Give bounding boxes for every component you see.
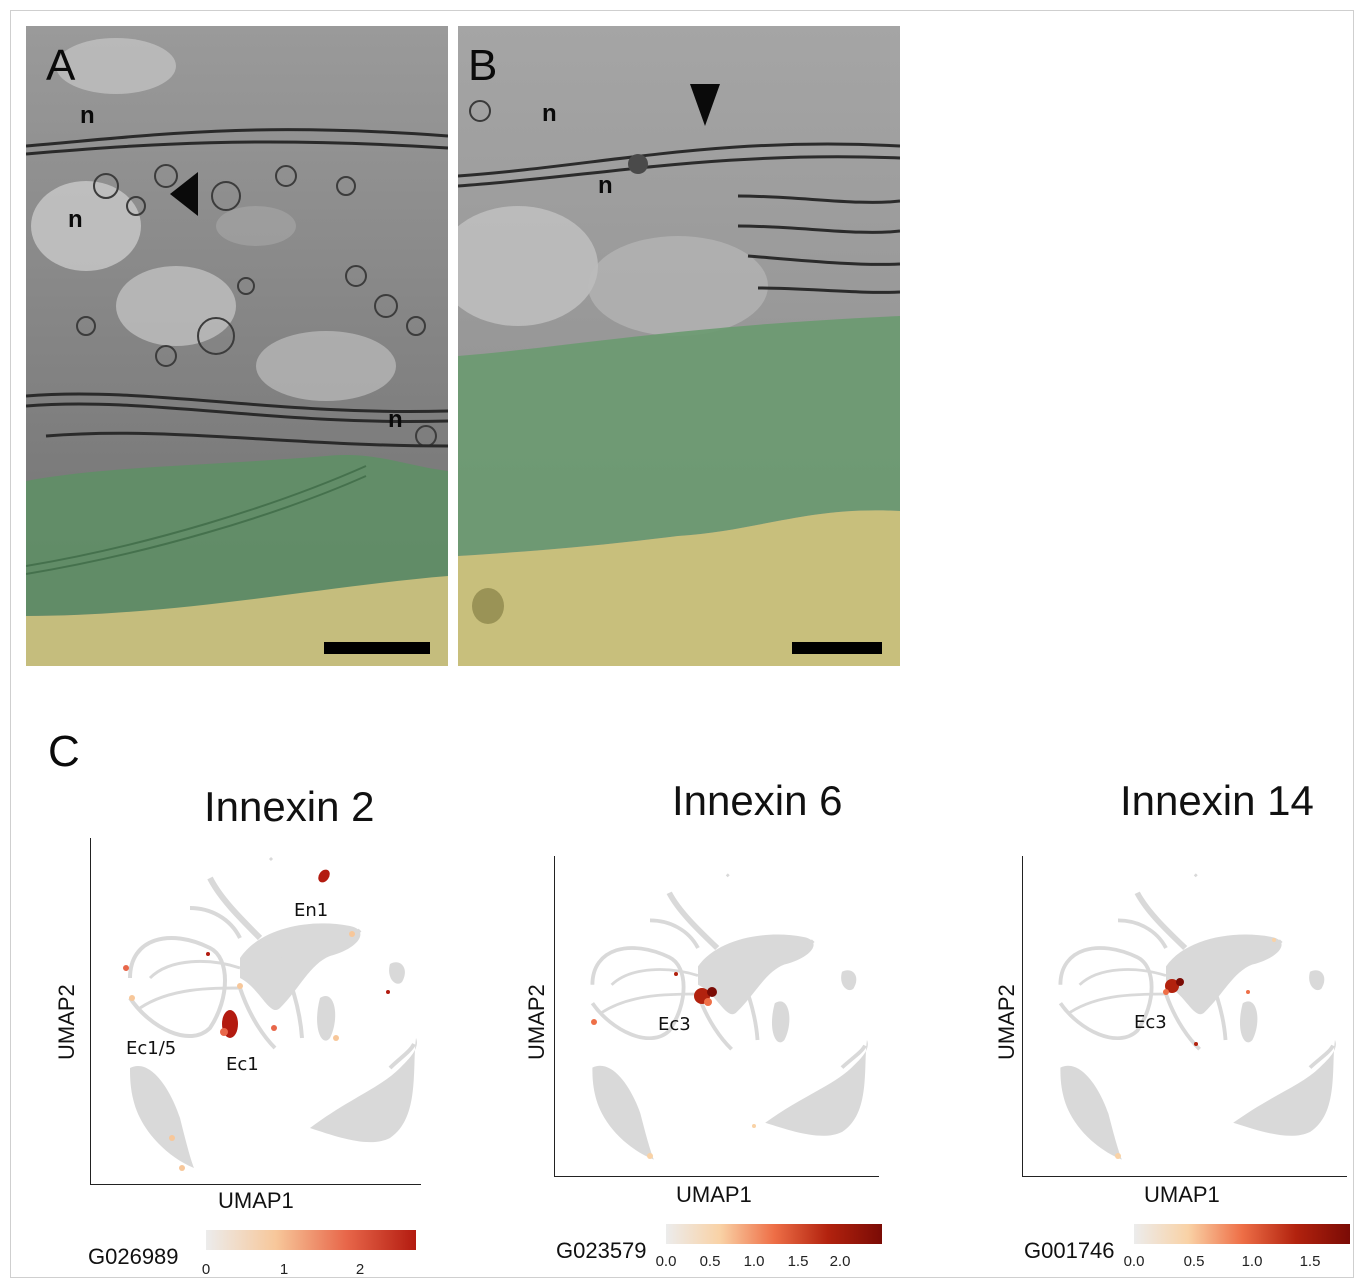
colorbar-tick: 2.0 (829, 1253, 851, 1270)
scale-bar (324, 642, 430, 654)
colorbar-tick: 0 (201, 1261, 211, 1278)
gene-label: G023579 (556, 1238, 647, 1263)
nucleus-label: n (598, 172, 613, 199)
colorbar-tick: 1.0 (1241, 1253, 1263, 1270)
y-axis-label: UMAP2 (54, 984, 79, 1060)
cluster-label: En1 (294, 900, 329, 921)
y-axis-label: UMAP2 (994, 984, 1019, 1060)
umap-axes (554, 856, 879, 1177)
arrowhead-icon (170, 172, 198, 216)
colorbar-tick: 0.5 (1183, 1253, 1205, 1270)
nucleus-label: n (68, 206, 83, 233)
gene-label: G001746 (1024, 1238, 1115, 1263)
expression-dots (123, 869, 390, 1171)
colorbar-tick: 1.5 (787, 1253, 809, 1270)
scale-bar (792, 642, 882, 654)
nucleus-label: n (388, 406, 403, 433)
colorbar-tick: 2 (355, 1261, 365, 1278)
em-micrograph-a (26, 26, 448, 666)
umap-title: Innexin 6 (672, 777, 843, 824)
y-axis-label: UMAP2 (524, 984, 549, 1060)
umap-plot-innexin-6 (554, 856, 878, 1176)
cluster-label: Ec1/5 (126, 1038, 177, 1059)
colorbar-tick: 0.0 (1123, 1253, 1145, 1270)
colorbar-tick: 1.5 (1299, 1253, 1321, 1270)
colorbar (1134, 1224, 1350, 1244)
cluster-label: Ec1 (226, 1054, 259, 1075)
colorbar-tick: 1.0 (743, 1253, 765, 1270)
umap-plot-innexin-14 (1022, 856, 1346, 1176)
umap-axes (90, 838, 421, 1185)
expression-dots (1115, 938, 1276, 1159)
x-axis-label: UMAP1 (1144, 1182, 1220, 1207)
gene-label: G026989 (88, 1244, 179, 1269)
colorbar (666, 1224, 882, 1244)
cluster-label: Ec3 (658, 1014, 691, 1035)
colorbar-tick: 0.0 (655, 1253, 677, 1270)
colorbar-tick: 1 (279, 1261, 289, 1278)
panel-letter-a: A (46, 41, 76, 90)
figure-frame (10, 10, 1354, 1278)
panel-letter-c: C (48, 727, 80, 776)
umap-title: Innexin 14 (1120, 777, 1314, 824)
cluster-label: Ec3 (1134, 1012, 1167, 1033)
em-micrograph-b (458, 26, 900, 666)
nucleus-label: n (80, 102, 95, 129)
nucleus-label: n (542, 100, 557, 127)
x-axis-label: UMAP1 (676, 1182, 752, 1207)
expression-dots (591, 972, 756, 1159)
colorbar (206, 1230, 416, 1250)
em-panel-a (26, 26, 448, 666)
umap-axes (1022, 856, 1347, 1177)
colorbar-tick: 0.5 (699, 1253, 721, 1270)
panel-letter-b: B (468, 41, 498, 90)
umap-plot-innexin-2 (123, 838, 420, 1171)
arrowhead-icon (690, 84, 720, 126)
umap-title: Innexin 2 (204, 783, 375, 830)
em-panel-b (458, 26, 900, 666)
x-axis-label: UMAP1 (218, 1188, 294, 1213)
